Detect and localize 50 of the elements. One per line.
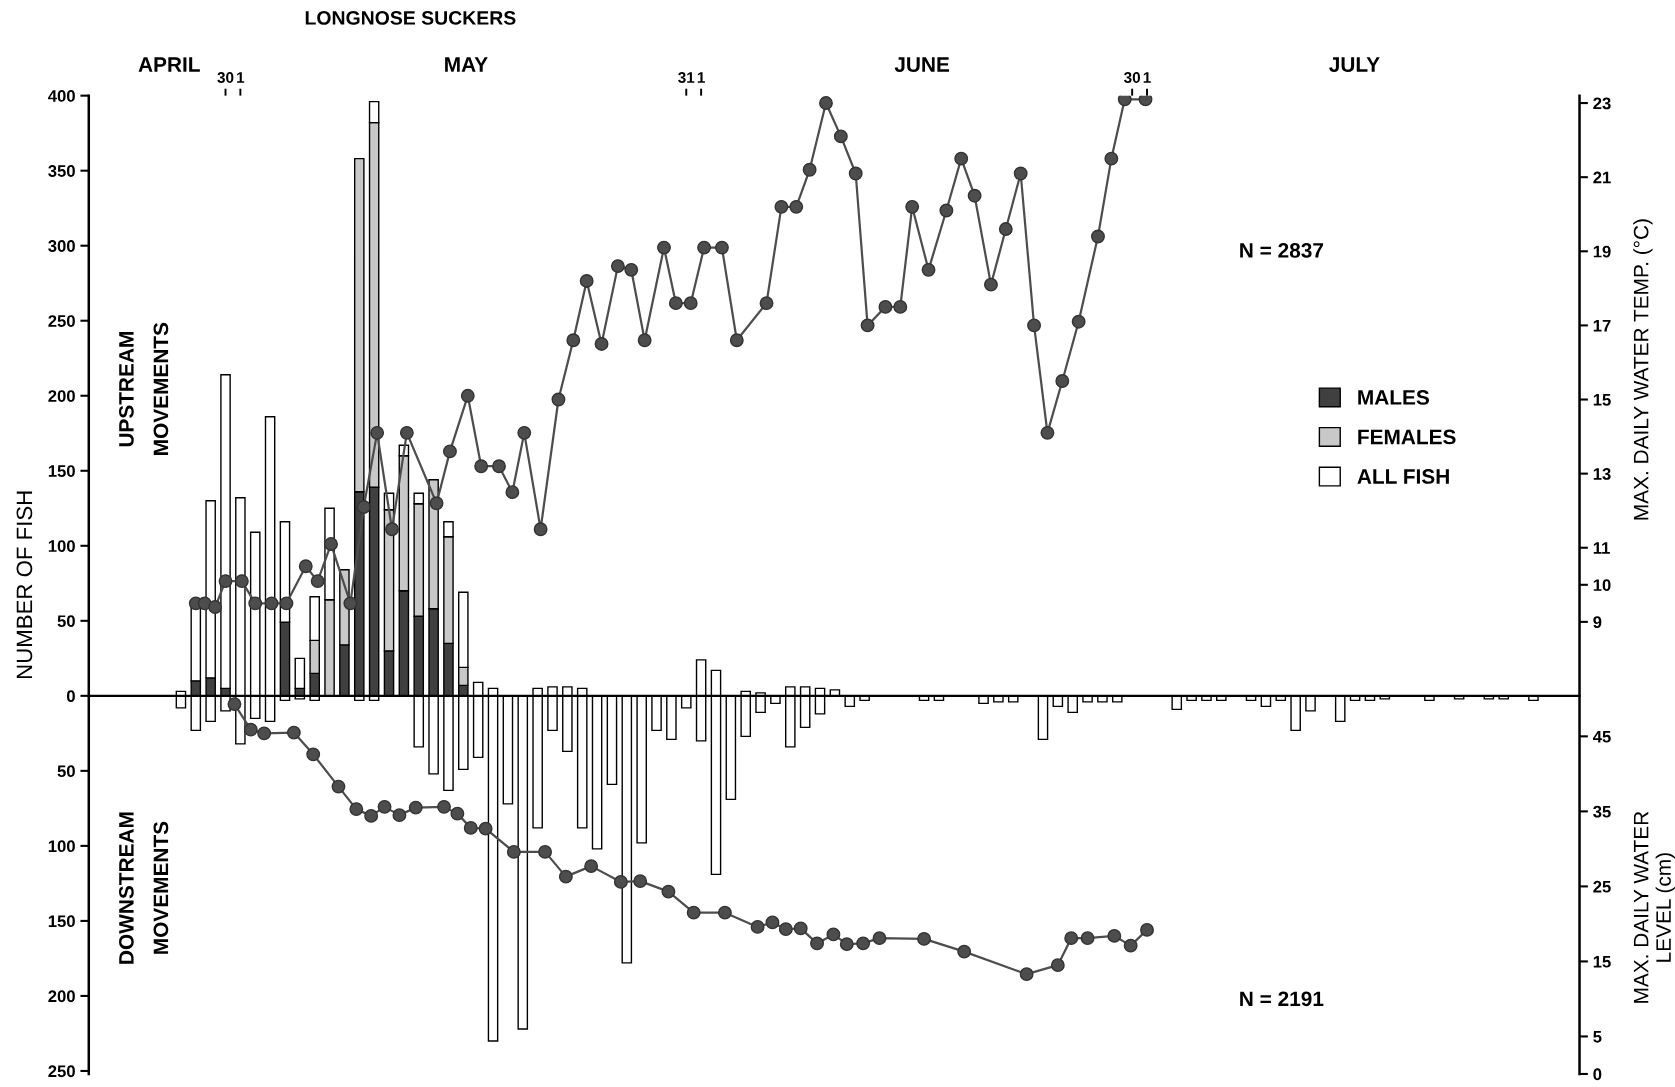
text: APRIL: [138, 57, 200, 72]
y-tick-label: 250: [48, 315, 75, 327]
text: MAY: [445, 57, 488, 72]
text: JULY: [1329, 57, 1380, 72]
y-tick-label: 250: [48, 1065, 75, 1078]
y3-tick-label: 35: [1593, 805, 1611, 818]
annotation: DOWNSTREAM MOVEMENTS: [119, 812, 169, 964]
y-tick-label: 100: [48, 840, 75, 853]
y2-tick-label: 9: [1593, 616, 1602, 629]
y3-tick-label: 15: [1593, 955, 1611, 968]
y2-tick-label: 21: [1593, 171, 1611, 184]
annotation: UPSTREAM MOVEMENTS: [119, 322, 169, 455]
y2-tick-label: 19: [1593, 245, 1611, 258]
y-axis-title: NUMBER OF FISH: [16, 491, 33, 679]
y3-axis-title: MAX. DAILY WATER LEVEL (cm): [1633, 811, 1675, 1003]
x-tick-label: 31: [678, 72, 695, 83]
x-tick-label: 30: [217, 72, 234, 83]
y-tick-label: 0: [66, 690, 75, 703]
y2-tick-label: 15: [1593, 394, 1611, 406]
legend-label: ALL FISH: [1357, 469, 1449, 484]
y2-tick-label: 23: [1593, 97, 1611, 110]
y-tick-label: 400: [48, 90, 75, 102]
x-tick-label: 1: [697, 72, 705, 83]
x-tick-label: 1: [237, 72, 245, 83]
y-tick-label: 150: [48, 915, 75, 928]
y-tick-label: 50: [57, 615, 75, 628]
y3-tick-label: 25: [1593, 880, 1611, 893]
x-tick-label: 30: [1124, 72, 1141, 83]
y-tick-label: 100: [48, 540, 75, 552]
y-tick-label: 200: [48, 990, 75, 1003]
text: JUNE: [894, 57, 950, 72]
y2-tick-label: 13: [1593, 468, 1611, 480]
y2-tick-label: 17: [1593, 319, 1611, 332]
y-tick-label: 200: [48, 390, 75, 402]
y-tick-label: 150: [48, 465, 75, 477]
annotation: N = 2837: [1240, 243, 1324, 258]
y2-axis-title: MAX. DAILY WATER TEMP. (°C): [1633, 219, 1653, 520]
y-tick-label: 350: [48, 165, 75, 177]
chart-title: LONGNOSE SUCKERS: [305, 11, 516, 25]
y2-tick-label: 11: [1593, 542, 1610, 554]
y3-tick-label: 45: [1592, 730, 1611, 743]
y2-tick-label: 10: [1593, 579, 1611, 592]
legend-label: MALES: [1358, 390, 1429, 405]
legend-label: FEMALES: [1358, 429, 1456, 445]
y-tick-label: 300: [48, 240, 75, 252]
y3-tick-label: 5: [1593, 1031, 1602, 1043]
y3-tick-label: 0: [1593, 1068, 1602, 1081]
annotation: N = 2191: [1240, 991, 1324, 1007]
y-tick-label: 50: [57, 765, 75, 778]
x-tick-label: 1: [1143, 72, 1151, 83]
